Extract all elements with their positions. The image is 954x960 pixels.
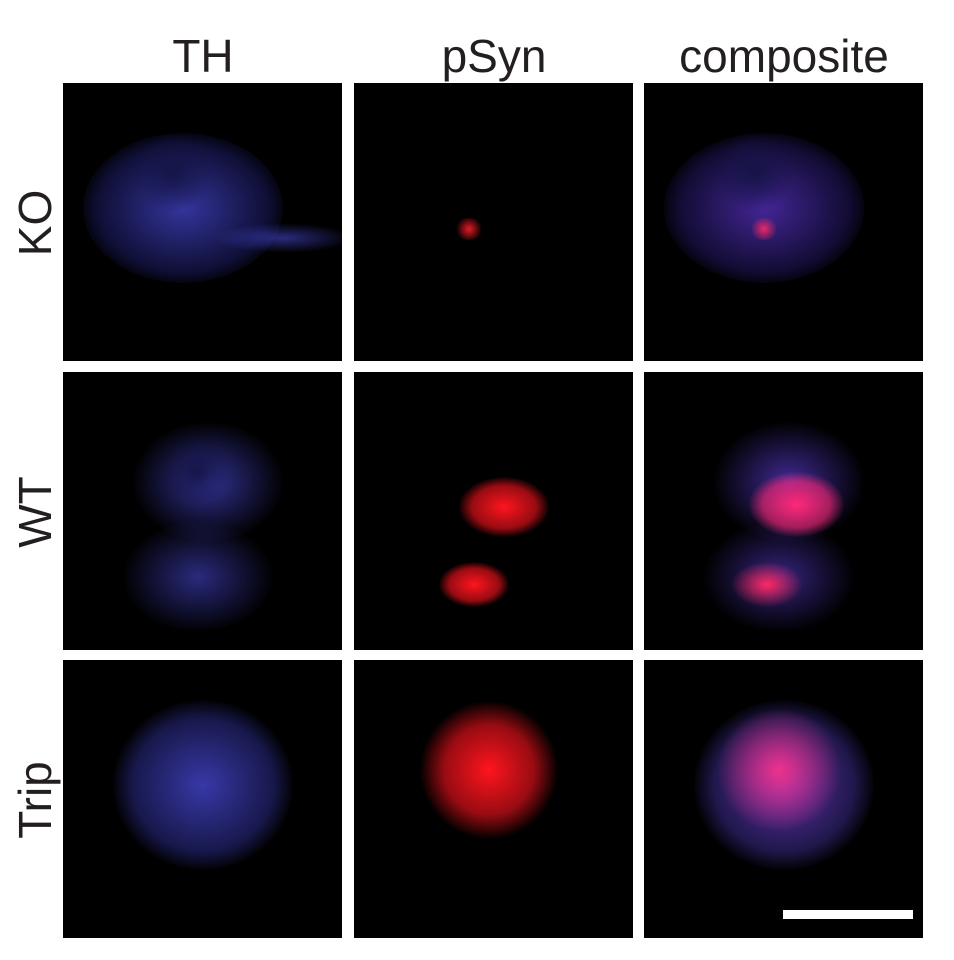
image-ko-composite [644, 83, 923, 361]
image-trip-composite [644, 660, 923, 938]
column-label-composite: composite [679, 30, 889, 82]
column-label-psyn: pSyn [441, 30, 547, 82]
row-label-wt: WT [9, 476, 62, 548]
row-label-ko: KO [9, 189, 61, 257]
row-label-trip: Trip [9, 761, 62, 839]
column-label-th: TH [172, 30, 234, 82]
image-wt-th [63, 372, 342, 650]
image-wt-psyn [354, 372, 633, 650]
scale-bar [783, 910, 913, 919]
image-ko-th [63, 83, 342, 361]
image-trip-th [63, 660, 342, 938]
image-ko-psyn [354, 83, 633, 361]
image-trip-psyn [354, 660, 633, 938]
image-wt-composite [644, 372, 923, 650]
